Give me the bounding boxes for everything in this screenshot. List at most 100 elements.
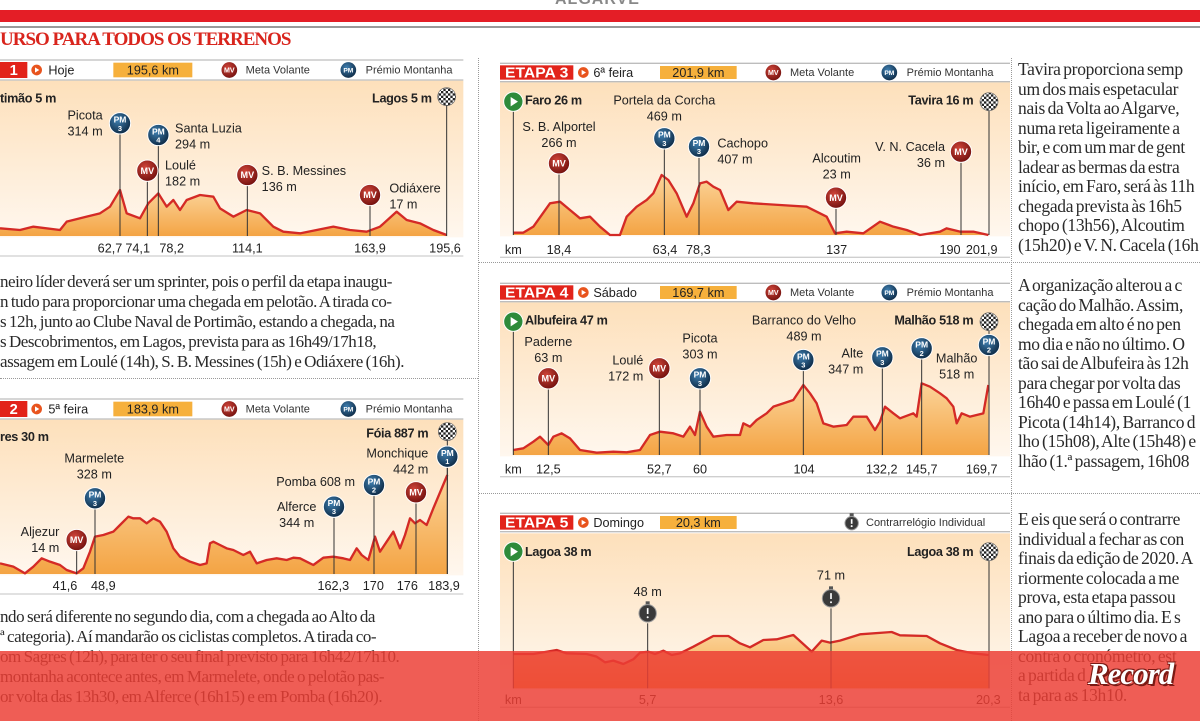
stage-label-box <box>0 62 28 78</box>
article-line: lho (15h08), Alte (15h48) e <box>1018 431 1196 451</box>
premio-montanha-icon: PM4 <box>147 123 170 147</box>
pm-circle <box>436 445 459 468</box>
pm-circle <box>687 135 711 158</box>
marker-label: Santa Luzia <box>175 122 243 136</box>
marker-label: Cachopo <box>717 137 768 151</box>
pm-circle <box>339 61 358 79</box>
mv-abbr: MV <box>224 67 235 75</box>
finish-flag-icon <box>438 422 457 441</box>
premio-montanha-icon: PM2 <box>362 473 386 497</box>
pm-circle <box>880 63 899 82</box>
pm-abbr: PM <box>876 349 889 359</box>
profile-line <box>0 188 448 237</box>
article-line: Tavira proporciona semp <box>1018 60 1183 79</box>
stage-label-box <box>500 285 574 300</box>
marker-label: Marmelete <box>64 452 124 466</box>
pm-circle <box>147 123 170 147</box>
profile-area <box>0 475 448 574</box>
legend-pm-icon: PM <box>880 283 899 302</box>
meta-volante-icon: MV <box>824 186 848 209</box>
pm-category: 3 <box>801 360 805 369</box>
marker-mv: MV Alcoutim 23 m <box>812 152 861 235</box>
pm-circle <box>362 473 386 497</box>
marker-label: Monchique <box>366 447 428 461</box>
article-line: Picota (14h14), Barranco d <box>1018 411 1196 432</box>
stage-distance: 20,3 km <box>676 516 721 530</box>
pm-category: 1 <box>445 457 449 466</box>
article-line: (15h20) e V. N. Cacela (16h <box>1018 234 1199 255</box>
article-line: assagem em Loulé (14h), S. B. Messines (… <box>0 352 404 371</box>
legend-mv-label: Meta Volante <box>246 404 310 416</box>
premio-montanha-icon: PM3 <box>792 348 815 372</box>
marker-label: Paderne <box>524 335 572 349</box>
pm-abbr: PM <box>797 351 810 361</box>
start-play-icon <box>510 547 518 557</box>
stage-3-text: Tavira proporciona semp um dos mais espet… <box>1018 60 1200 260</box>
legend-mv-label: Meta Volante <box>790 287 854 299</box>
red-overlay-band <box>0 651 1200 721</box>
pm-category: 2 <box>372 485 376 494</box>
record-logo: Record <box>1088 656 1174 691</box>
mv-abbr: MV <box>954 147 968 157</box>
legend-pm-label: Prémio Montanha <box>366 65 454 77</box>
legend-pm-icon: PM <box>339 400 358 418</box>
clock-dot <box>646 616 649 619</box>
page-title: URSO PARA TODOS OS TERRENOS <box>0 29 291 50</box>
mv-abbr: MV <box>552 159 566 169</box>
stage-day: Sábado <box>593 286 637 300</box>
marker-label: Aljezur <box>21 525 60 539</box>
separator-stage3-4 <box>479 262 1200 263</box>
article-line: bir, e com um mar de gent <box>1018 137 1185 157</box>
legend-tt-label: Contrarrelógio Individual <box>866 517 985 529</box>
meta-volante-icon: MV <box>65 528 88 552</box>
meta-volante-icon: MV <box>358 183 382 207</box>
km-tick-label: 195,6 <box>429 241 461 255</box>
article-line: Lagoa a receber de novo a <box>1018 626 1188 646</box>
marker-label: 314 m <box>67 124 102 138</box>
marker-pm: PM3 Barranco do Velho 489 m <box>752 313 856 455</box>
legend-pm-icon: PM <box>880 63 899 82</box>
stage-label: 2 <box>10 402 18 418</box>
article-line: ano para o último dia. E s <box>1018 606 1181 627</box>
mv-circle <box>547 152 571 175</box>
clock-knob <box>645 601 650 606</box>
stage-label-box <box>500 65 574 80</box>
mv-circle <box>537 367 560 390</box>
marker-label: Alcoutim <box>812 152 861 166</box>
mv-abbr: MV <box>542 374 556 384</box>
start-label: timão 5 m <box>0 92 56 106</box>
stage-4-text: A organização alterou a c cação do Malhão… <box>1018 276 1200 476</box>
article-line: prova, esta etapa passou <box>1018 587 1176 607</box>
km-tick-label: 176 <box>397 579 418 593</box>
marker-mv: MV Loulé 182 m <box>136 158 200 236</box>
km-tick-label: 163,9 <box>354 241 386 255</box>
mv-abbr: MV <box>653 364 667 374</box>
km-unit-label: km <box>505 243 522 257</box>
marker-pm: PM3 Cachopo 407 m <box>687 135 768 235</box>
marker-pm: PM1 <box>436 445 459 574</box>
stage-label: ETAPA 5 <box>505 516 568 532</box>
stage-distance: 201,9 km <box>672 66 724 80</box>
pm-abbr: PM <box>368 476 381 486</box>
pm-category: 3 <box>118 124 122 133</box>
clock-dot <box>850 525 853 528</box>
meta-volante-icon: MV <box>236 163 259 187</box>
mv-abbr: MV <box>409 488 423 498</box>
pm-circle <box>322 495 346 518</box>
pm-abbr: PM <box>983 336 996 346</box>
meta-volante-icon: MV <box>537 367 560 390</box>
mv-abbr: MV <box>241 170 255 180</box>
pm-abbr: PM <box>343 407 353 414</box>
article-line: riormente colocada a me <box>1018 567 1180 588</box>
mv-circle <box>404 481 428 504</box>
article-line: s 12h, junto ao Clube Naval de Portimão,… <box>0 312 395 331</box>
pm-abbr: PM <box>884 290 894 297</box>
legend-mv-icon: MV <box>764 63 783 82</box>
play-triangle-icon <box>35 67 40 73</box>
legend-pm-label: Prémio Montanha <box>907 287 995 299</box>
stage-label: ETAPA 4 <box>505 286 569 302</box>
distance-box <box>660 286 737 299</box>
mv-abbr: MV <box>363 190 377 200</box>
mv-circle <box>824 186 848 209</box>
